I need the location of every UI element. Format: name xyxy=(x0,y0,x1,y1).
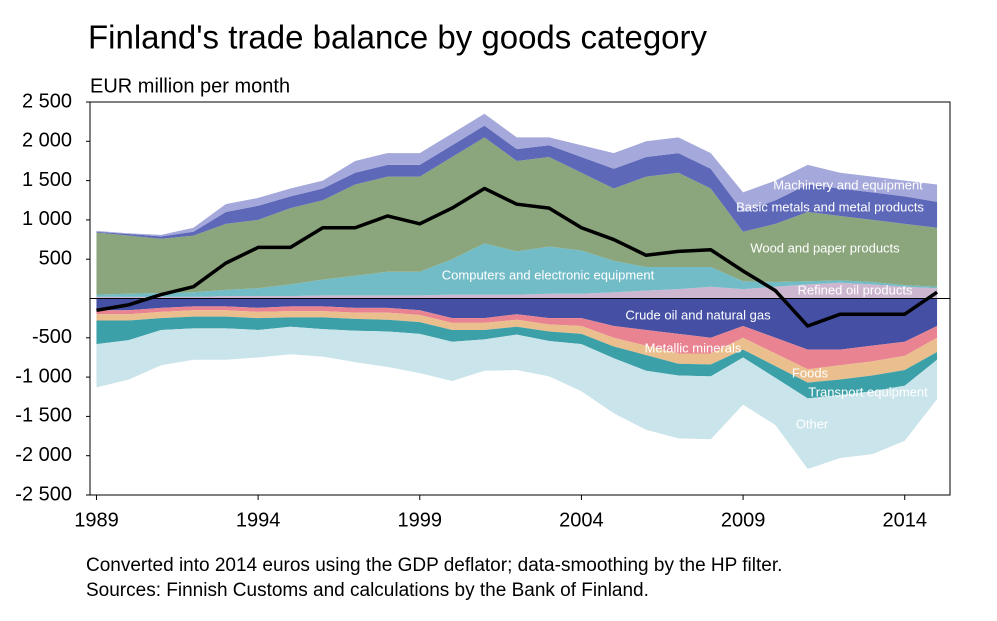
y-axis-label: EUR million per month xyxy=(90,75,290,97)
y-tick-label: 1 500 xyxy=(22,169,72,191)
area-label: Computers and electronic equipment xyxy=(442,267,655,282)
area xyxy=(96,137,938,295)
area xyxy=(96,282,938,299)
x-tick-label: 2004 xyxy=(559,509,604,531)
y-tick-label: -2 000 xyxy=(15,444,72,466)
area xyxy=(96,243,938,297)
chart-title: Finland's trade balance by goods categor… xyxy=(88,19,708,56)
x-tick-label: 1999 xyxy=(398,509,443,531)
area xyxy=(96,306,938,370)
x-tick-label: 2014 xyxy=(882,509,927,531)
y-tick-label: 1 000 xyxy=(22,208,72,230)
area-label: Transport equipment xyxy=(808,384,928,399)
footnote: Sources: Finnish Customs and calculation… xyxy=(86,580,649,601)
area xyxy=(96,310,938,383)
x-tick-label: 1994 xyxy=(236,509,281,531)
area xyxy=(96,113,938,237)
y-tick-label: -500 xyxy=(32,326,72,348)
area-label: Other xyxy=(796,416,829,431)
y-tick-label: 2 000 xyxy=(22,130,72,152)
y-tick-label: -2 500 xyxy=(15,483,72,505)
y-tick-label: 500 xyxy=(39,247,72,269)
area-label: Basic metals and metal products xyxy=(736,199,924,214)
y-tick-label: -1 000 xyxy=(15,365,72,387)
x-tick-label: 2009 xyxy=(721,509,766,531)
area xyxy=(96,316,938,399)
total-line xyxy=(96,186,939,328)
y-tick-label: 2 500 xyxy=(22,90,72,112)
x-tick-label: 1989 xyxy=(74,509,119,531)
area xyxy=(96,326,938,470)
footnote: Converted into 2014 euros using the GDP … xyxy=(86,555,782,576)
area-label: Refined oil products xyxy=(798,282,913,297)
area xyxy=(96,298,938,350)
area-label: Machinery and equipment xyxy=(773,177,923,192)
plot-frame xyxy=(89,101,951,496)
area-label: Wood and paper products xyxy=(750,240,900,255)
y-tick-label: -1 500 xyxy=(15,405,72,427)
area-label: Crude oil and natural gas xyxy=(625,307,771,322)
area-label: Metallic minerals xyxy=(645,340,742,355)
area-label: Foods xyxy=(792,365,829,380)
